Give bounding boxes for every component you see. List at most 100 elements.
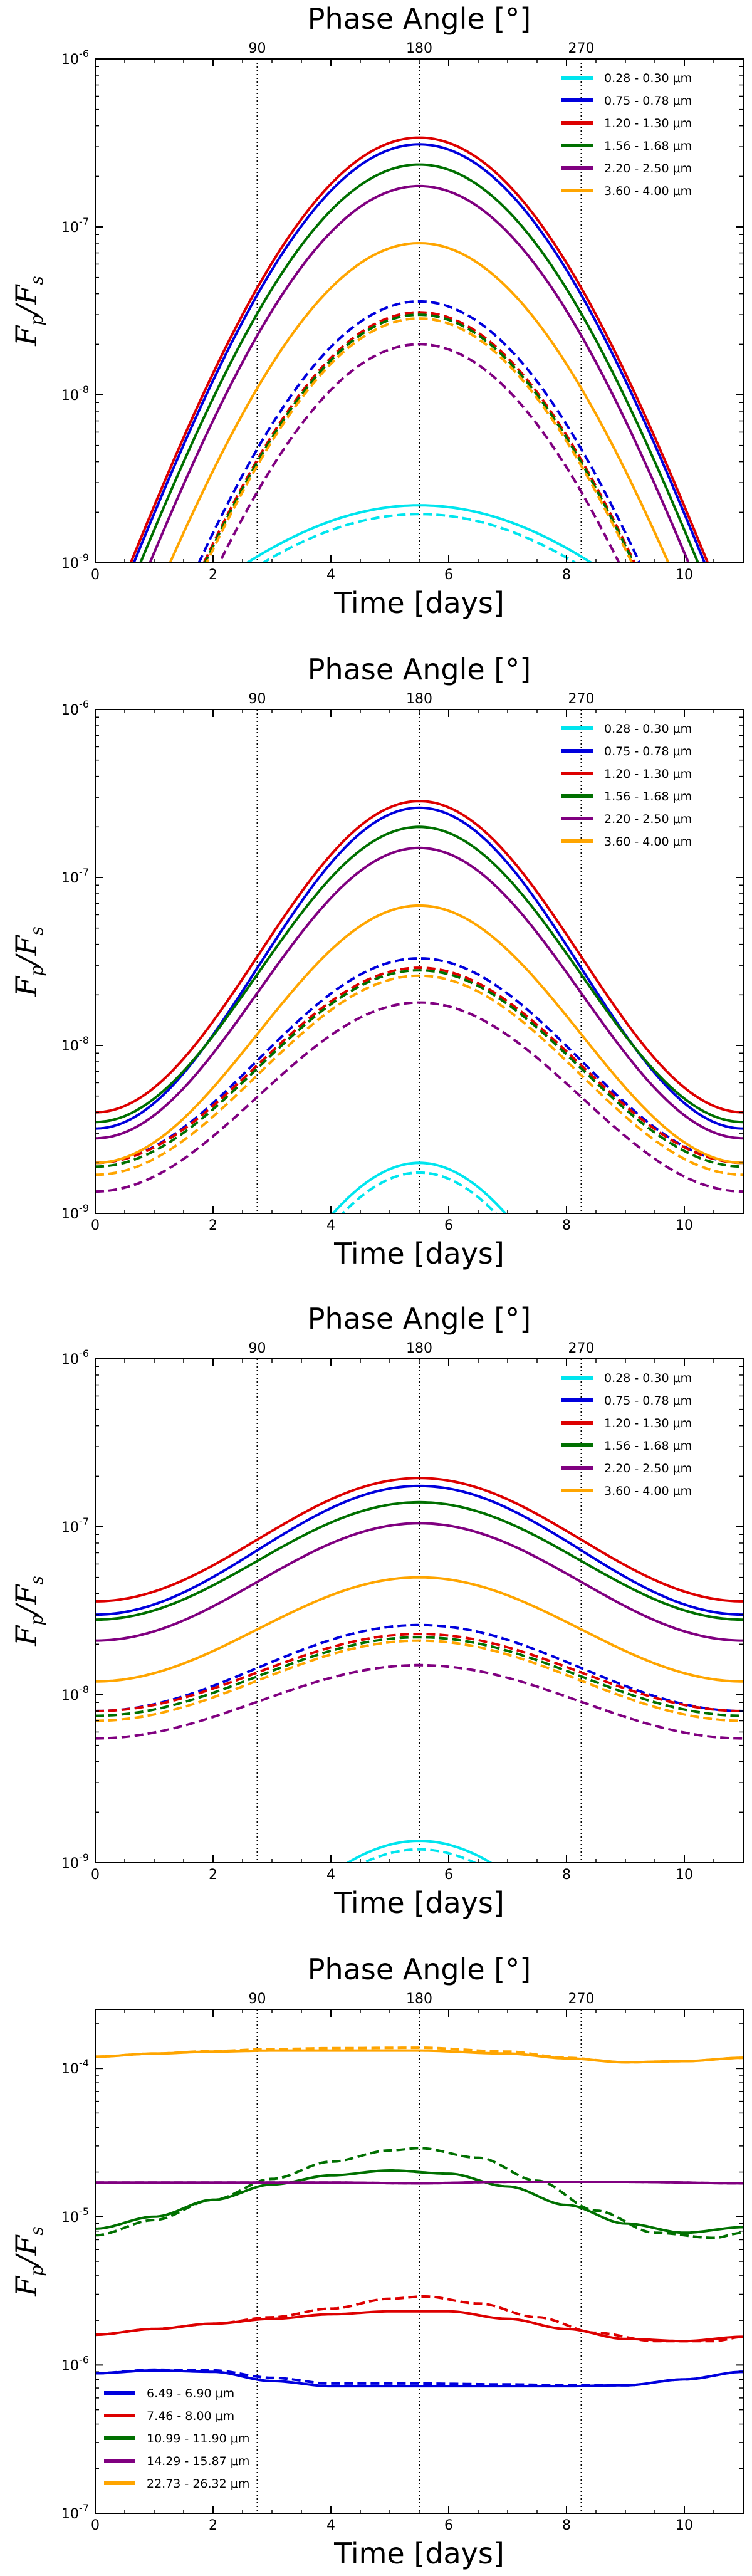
legend-label-3: 10.99 - 11.90 μm <box>147 2432 249 2446</box>
top-axis-label: 270 <box>568 1991 595 2007</box>
y-tick-base: 10 <box>61 1856 79 1872</box>
chart-title: Phase Angle [°] <box>308 652 531 686</box>
legend-label-2: 0.75 - 0.78 μm <box>604 745 692 758</box>
legend-label-4: 14.29 - 15.87 μm <box>147 2454 249 2468</box>
y-label-num: F <box>9 1625 43 1647</box>
y-tick-base: 10 <box>61 388 79 404</box>
y-tick-base: 10 <box>61 52 79 68</box>
x-tick-label: 6 <box>444 1867 453 1883</box>
y-tick-label: 10-6 <box>61 2353 89 2374</box>
legend-label-5: 22.73 - 26.32 μm <box>147 2477 249 2491</box>
y-label-num-sub: p <box>26 1615 47 1626</box>
series-line-solid-4 <box>95 2181 743 2185</box>
series-line-dashed-2 <box>95 957 743 1165</box>
x-tick-label: 10 <box>676 1867 693 1883</box>
series-line-solid-5 <box>95 1522 743 1642</box>
series-line-solid-6 <box>169 242 670 563</box>
x-tick-label: 4 <box>326 1867 335 1883</box>
y-tick-base: 10 <box>61 556 79 572</box>
series-line-solid-5 <box>95 2049 743 2064</box>
y-tick-base: 10 <box>61 1352 79 1368</box>
series-line-solid-6 <box>95 904 743 1165</box>
y-tick-exp: -7 <box>79 2502 89 2514</box>
series-group <box>95 2046 743 2388</box>
series-group <box>95 1477 743 1863</box>
series-line-dashed-6 <box>95 1639 743 1722</box>
y-tick-label: 10-9 <box>61 552 89 572</box>
top-axis-label: 90 <box>249 691 266 707</box>
series-line-dashed-4 <box>95 969 743 1168</box>
x-tick-label: 0 <box>91 2518 100 2533</box>
x-tick-label: 8 <box>562 2518 571 2533</box>
series-line-dashed-4 <box>95 1636 743 1717</box>
y-tick-exp: -5 <box>79 2206 89 2217</box>
top-axis-label: 90 <box>249 1991 266 2007</box>
y-tick-label: 10-6 <box>61 1348 89 1368</box>
y-label-den-sub: s <box>26 2226 47 2235</box>
top-axis-label: 180 <box>406 1991 432 2007</box>
y-label-num: F <box>9 975 43 997</box>
y-axis-label: Fp/Fs <box>9 926 47 997</box>
y-tick-label: 10-7 <box>61 2502 89 2522</box>
legend-label-4: 1.56 - 1.68 μm <box>604 1439 692 1453</box>
y-tick-label: 10-5 <box>61 2206 89 2226</box>
series-line-solid-5 <box>149 184 690 563</box>
y-tick-base: 10 <box>61 220 79 236</box>
series-line-solid-5 <box>95 846 743 1140</box>
series-line-dashed-1 <box>360 1848 478 1863</box>
series-line-dashed-4 <box>204 313 635 563</box>
x-tick-label: 10 <box>676 567 693 583</box>
y-tick-exp: -9 <box>79 552 89 563</box>
y-label-num: F <box>9 325 43 347</box>
legend-label-2: 0.75 - 0.78 μm <box>604 94 692 108</box>
series-line-dashed-2 <box>95 1623 743 1712</box>
legend-label-3: 1.20 - 1.30 μm <box>604 767 692 781</box>
y-tick-label: 10-8 <box>61 384 89 404</box>
x-tick-label: 2 <box>209 1218 217 1233</box>
y-label-den: F <box>9 2234 43 2256</box>
series-line-solid-6 <box>95 1576 743 1683</box>
y-tick-base: 10 <box>61 2061 79 2077</box>
y-tick-label: 10-8 <box>61 1683 89 1704</box>
chart-title: Phase Angle [°] <box>308 1302 531 1336</box>
series-line-dashed-6 <box>95 974 743 1176</box>
chart-title: Phase Angle [°] <box>308 1952 531 1986</box>
legend-label-5: 2.20 - 2.50 μm <box>604 812 692 826</box>
series-line-dashed-5 <box>95 1663 743 1740</box>
y-axis-label: Fp/Fs <box>9 1576 47 1647</box>
y-tick-label: 10-9 <box>61 1851 89 1872</box>
legend-label-3: 1.20 - 1.30 μm <box>604 117 692 130</box>
y-tick-base: 10 <box>61 703 79 718</box>
y-tick-exp: -8 <box>79 1034 89 1046</box>
series-line-solid-1 <box>345 1840 493 1863</box>
series-group <box>129 136 709 563</box>
y-label-num: F <box>9 2275 43 2297</box>
x-axis-label: Time [days] <box>333 1237 504 1270</box>
legend-label-4: 1.56 - 1.68 μm <box>604 790 692 804</box>
series-line-dashed-3 <box>95 966 743 1165</box>
legend-label-1: 0.28 - 0.30 μm <box>604 722 692 736</box>
x-tick-label: 4 <box>326 567 335 583</box>
legend-label-2: 7.46 - 8.00 μm <box>147 2409 234 2423</box>
legend-label-5: 2.20 - 2.50 μm <box>604 162 692 175</box>
y-label-den: F <box>9 934 43 956</box>
y-tick-exp: -4 <box>79 2057 89 2069</box>
x-tick-label: 4 <box>326 2518 335 2533</box>
y-tick-label: 10-8 <box>61 1034 89 1054</box>
y-label-den-sub: s <box>26 1576 47 1584</box>
y-tick-base: 10 <box>61 1207 79 1222</box>
chart-title: Phase Angle [°] <box>308 2 531 36</box>
top-axis-label: 90 <box>249 1341 266 1356</box>
top-axis-label: 180 <box>406 1341 432 1356</box>
top-axis-label: 270 <box>568 691 595 707</box>
y-tick-exp: -6 <box>79 698 89 710</box>
legend: 6.49 - 6.90 μm 7.46 - 8.00 μm 10.99 - 11.9… <box>104 2387 249 2491</box>
y-tick-exp: -8 <box>79 384 89 395</box>
series-line-solid-2 <box>132 143 706 563</box>
x-tick-label: 6 <box>444 2518 453 2533</box>
legend-label-4: 1.56 - 1.68 μm <box>604 139 692 153</box>
legend-label-1: 0.28 - 0.30 μm <box>604 71 692 85</box>
